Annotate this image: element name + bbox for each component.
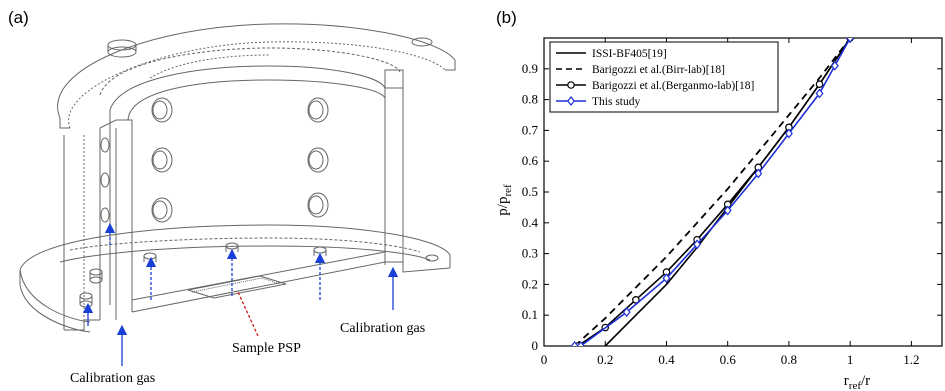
series-line [577,38,851,346]
sample-psp-plate [187,275,287,299]
series-2 [573,38,854,346]
data-point [815,88,824,99]
legend-box [549,41,779,113]
y-tick-label: 0.1 [522,307,538,322]
data-point [846,38,855,43]
x-tick-label: 1.2 [903,352,919,367]
series-3 [570,38,855,346]
panel-label-b: (b) [496,8,517,27]
series-1 [573,38,851,346]
y-tick-label: 0.7 [522,122,539,137]
x-tick-label: 0 [541,352,548,367]
y-tick-label: 0.9 [522,61,538,76]
data-point [754,168,763,179]
y-tick-label: 0 [532,338,539,353]
data-point [567,96,575,106]
x-tick-label: 1 [847,352,854,367]
x-tick-label: 0.8 [781,352,797,367]
data-point [662,273,671,284]
psp-pointer-line [237,291,259,337]
y-tick-label: 0.2 [522,276,538,291]
legend-label: ISSI-BF405[19] [592,48,667,60]
data-point [693,239,702,250]
panel-label-a: (a) [8,8,29,27]
data-point [815,80,824,89]
pressure-ratio-chart: 0 0.2 0.4 0.6 0.8 1 1.2 0 0.1 0.2 0.3 0.4 0.5 0.6 0.7 0… [495,37,943,391]
y-tick-label: 0.3 [522,246,538,261]
x-tick-label: 0.2 [597,352,613,367]
data-point [567,81,575,89]
data-point [570,341,579,346]
x-tick-label: 0.6 [720,352,737,367]
calibration-gas-label-bottom: Calibration gas [70,371,155,386]
x-axis-label: rref/r [844,373,870,391]
data-point [830,60,839,71]
data-point [622,307,631,318]
y-axis-label: p/pref [495,184,514,216]
legend-label: This study [592,96,640,108]
calibration-gas-label-right: Calibration gas [340,321,425,336]
y-tick-label: 0.4 [522,215,539,230]
svg-text:rref/r: rref/r [844,373,870,391]
sample-psp-label: Sample PSP [232,341,301,356]
data-point [784,128,793,139]
y-tick-label: 0.6 [522,153,539,168]
legend-label: Barigozzi et al.(Berganmo-lab)[18] [592,80,754,92]
svg-text:p/pref: p/pref [495,184,514,216]
legend-label: Barigozzi et al.(Birr-lab)[18] [592,64,725,76]
data-point [576,341,585,346]
y-tick-label: 0.8 [522,92,538,107]
data-point [723,205,732,216]
chart-legend: ISSI-BF405[19] Barigozzi et al.(Birr-lab)… [549,41,779,113]
series-line [573,38,851,346]
outer-ring-top-edge [57,23,456,119]
calibration-chamber-schematic: Sample PSP Calibration gas Calibration g… [19,23,456,386]
data-point [632,295,640,304]
y-tick-label: 0.5 [522,184,538,199]
x-tick-label: 0.4 [658,352,675,367]
